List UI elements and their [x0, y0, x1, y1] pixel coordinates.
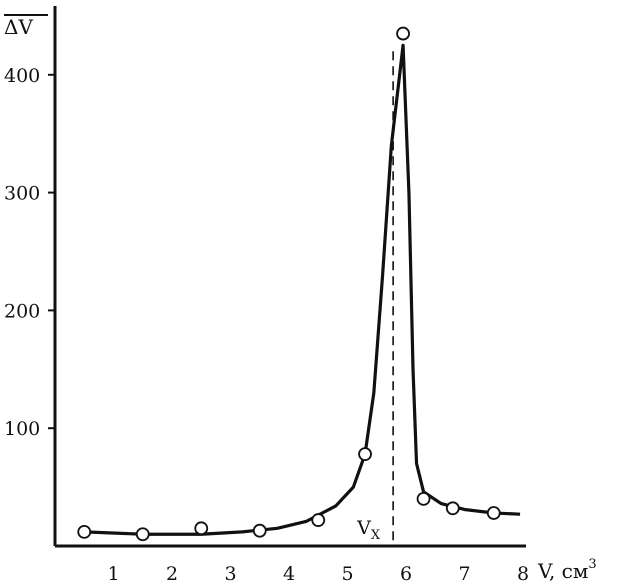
- x-axis: V, см3: [55, 544, 597, 583]
- y-axis: ΔV: [4, 6, 57, 546]
- data-point: [252, 523, 267, 538]
- vx-label: VX: [356, 517, 381, 543]
- series-line: [84, 43, 521, 536]
- data-point: [445, 501, 460, 516]
- plot-marks: VX: [77, 26, 521, 546]
- y-tick-label: 300: [4, 183, 40, 205]
- x-tick-label: 3: [224, 563, 236, 584]
- x-axis-label-sup: 3: [588, 557, 596, 572]
- x-tick-label: 2: [166, 563, 178, 584]
- data-point: [416, 491, 431, 506]
- y-tick-label: 100: [4, 418, 40, 440]
- x-axis-label: V, см3: [537, 557, 597, 583]
- x-tick-label: 1: [107, 563, 119, 584]
- data-point: [486, 506, 501, 520]
- x-tick-label: 7: [458, 563, 470, 584]
- data-point: [358, 447, 372, 462]
- y-tick-label: 400: [4, 65, 40, 87]
- data-point: [396, 26, 410, 41]
- data-point: [311, 513, 326, 527]
- x-tick-label: 5: [341, 563, 353, 584]
- x-tick-label: 4: [283, 563, 295, 584]
- x-tick-label: 6: [400, 563, 412, 584]
- data-point: [194, 521, 209, 536]
- data-point: [77, 524, 92, 539]
- ticks: 1 2 3 4 5 6 7 8 100 200 300 400: [4, 65, 529, 584]
- y-tick-label: 200: [4, 300, 40, 322]
- data-point: [135, 527, 150, 542]
- x-tick-label: 8: [517, 563, 529, 584]
- y-axis-label: ΔV: [4, 15, 33, 39]
